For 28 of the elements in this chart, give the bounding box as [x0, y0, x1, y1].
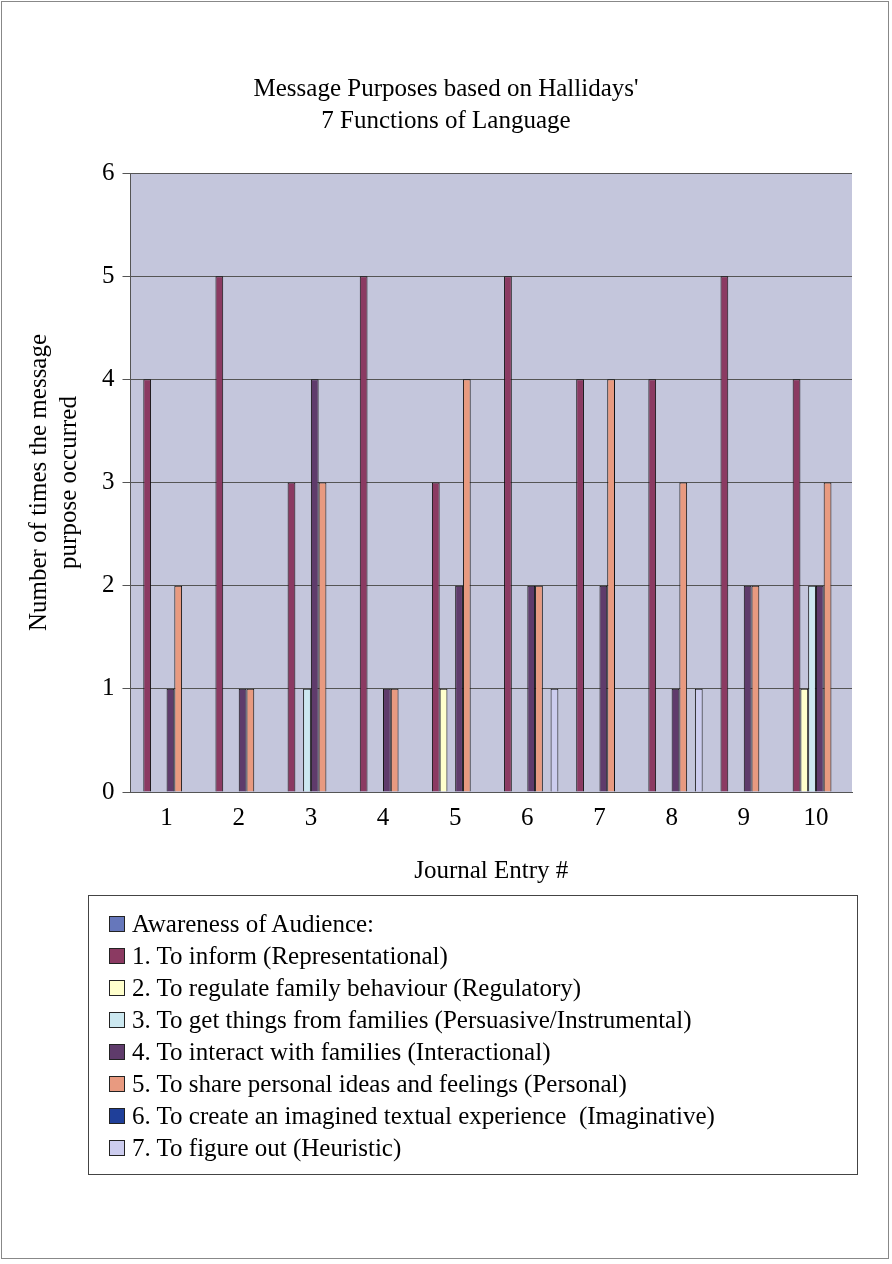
legend-label: 2. To regulate family behaviour (Regulatory) [132, 973, 582, 1004]
x-tick-label: 6 [521, 802, 534, 830]
legend-label: 1. To inform (Representational) [132, 941, 448, 972]
y-axis-title: Number of times the message purpose occurred [23, 333, 81, 632]
x-tick-label: 5 [448, 802, 462, 830]
x-tick-label: 7 [593, 802, 606, 830]
y-tick-label: 4 [102, 363, 115, 391]
y-tick-label: 0 [102, 776, 115, 804]
x-tick-label: 4 [376, 802, 390, 830]
legend-label: 3. To get things from families (Persuasive/Instrumental) [132, 1005, 692, 1036]
y-tick-label: 3 [102, 467, 115, 495]
x-tick-label: 10 [803, 802, 829, 830]
y-tick-label: 6 [102, 157, 115, 185]
x-tick-label: 3 [304, 802, 318, 830]
y-tick-label: 5 [102, 260, 115, 288]
legend-label: 4. To interact with families (Interactional) [132, 1037, 551, 1068]
legend-label: 7. To figure out (Heuristic) [132, 1133, 402, 1164]
x-tick-label: 1 [160, 802, 173, 830]
x-tick-label: 8 [665, 802, 678, 830]
legend-label: 5. To share personal ideas and feelings (Personal) [132, 1069, 627, 1100]
y-tick-label: 1 [102, 673, 115, 701]
x-tick-label: 2 [232, 802, 245, 830]
legend-label: Awareness of Audience: [132, 909, 375, 939]
legend-label: 6. To create an imagined textual experience (Imaginative) [132, 1101, 715, 1132]
x-axis-title: Journal Entry # [414, 855, 569, 883]
x-tick-label: 9 [737, 802, 751, 830]
chart-title: Message Purposes based on Hallidays' 7 Functions of Language [252, 73, 640, 135]
y-tick-label: 2 [102, 570, 115, 598]
